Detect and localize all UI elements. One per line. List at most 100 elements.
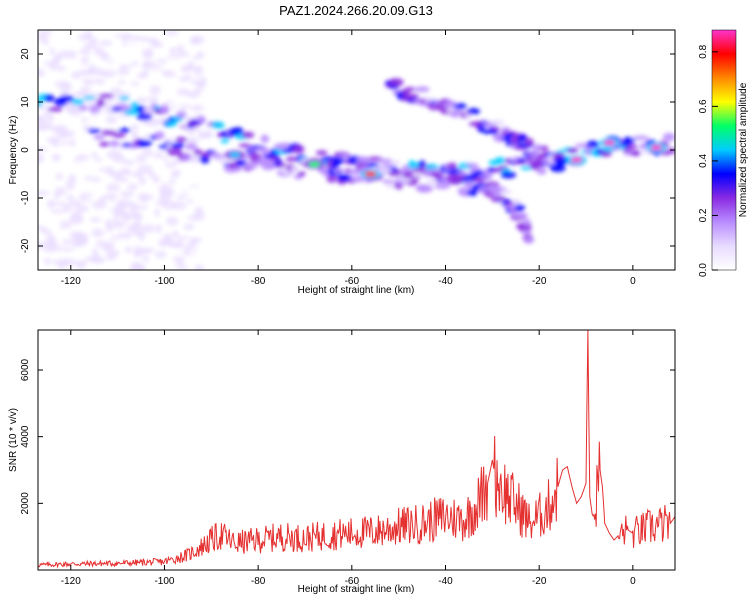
x-tick-label: -80 — [251, 276, 266, 287]
heatmap-ridge-cell — [472, 177, 485, 183]
x-tick-label: -60 — [345, 276, 360, 287]
heatmap-cell — [38, 68, 46, 78]
heatmap-cell — [55, 65, 66, 72]
heatmap-cell — [38, 142, 44, 148]
heatmap-peak — [603, 140, 616, 146]
heatmap-cell — [179, 216, 188, 227]
heatmap-cell — [76, 154, 89, 162]
heatmap-cell — [55, 128, 69, 139]
heatmap-ridge-cell — [634, 135, 650, 140]
heatmap-cell — [91, 228, 105, 238]
heatmap-cell — [194, 264, 205, 270]
heatmap-cell — [72, 61, 79, 71]
heatmap-cell — [155, 224, 163, 234]
heatmap-cell — [131, 60, 139, 67]
heatmap-ridge-cell — [199, 155, 210, 164]
heatmap-cell — [134, 170, 145, 180]
heatmap-cell — [158, 185, 174, 195]
heatmap-cell — [82, 78, 95, 86]
heatmap-ridge-cell — [627, 144, 638, 149]
heatmap-cell — [99, 65, 116, 72]
heatmap-cell — [137, 264, 146, 270]
y-tick-label: 6000 — [20, 358, 31, 381]
heatmap-cell — [104, 209, 114, 215]
heatmap-ridge-cell — [67, 106, 78, 113]
heatmap-ridge-cell — [554, 157, 568, 166]
heatmap-ridge-cell — [82, 95, 96, 100]
heatmap-cell — [66, 194, 75, 201]
heatmap-ridge-cell — [662, 132, 675, 142]
heatmap-ridge-cell — [489, 119, 505, 126]
heatmap-peak — [364, 171, 377, 177]
heatmap-cell — [95, 240, 107, 248]
snr-series-line — [38, 330, 675, 569]
heatmap-cell — [107, 249, 120, 257]
heatmap-cell — [169, 47, 177, 55]
heatmap-cell — [120, 262, 130, 270]
heatmap-cell — [47, 238, 58, 247]
heatmap-ridge-cell — [118, 95, 130, 101]
heatmap-ridge-cell — [136, 112, 153, 121]
heatmap-cell — [159, 213, 167, 219]
heatmap-cell — [84, 175, 95, 181]
heatmap-cell — [139, 36, 150, 42]
heatmap-cell — [143, 151, 154, 157]
heatmap-cell — [165, 216, 179, 226]
heatmap-ridge-cell — [519, 229, 533, 234]
heatmap-cell — [99, 51, 107, 60]
heatmap-ridge-cell — [98, 141, 110, 147]
x-tick-label: -20 — [532, 576, 547, 587]
heatmap-ridge-cell — [667, 147, 675, 154]
heatmap-cell — [46, 115, 55, 122]
x-tick-label: -100 — [154, 576, 174, 587]
heatmap-cell — [61, 238, 73, 246]
heatmap-cell — [136, 72, 148, 79]
heatmap-cell — [170, 36, 178, 44]
heatmap-ridge-cell — [292, 144, 305, 154]
y-tick-label: -10 — [20, 190, 31, 205]
heatmap-cell — [120, 190, 135, 198]
heatmap-cell — [71, 71, 79, 77]
heatmap-cell — [80, 117, 89, 123]
heatmap-cell — [187, 215, 199, 221]
heatmap-ridge-cell — [175, 136, 188, 143]
heatmap-cell — [175, 264, 189, 270]
heatmap-cell — [178, 187, 186, 198]
heatmap-cell — [122, 159, 136, 166]
heatmap-ridge-cell — [176, 111, 187, 118]
heatmap-ridge-cell — [154, 131, 165, 140]
colorbar-gradient — [711, 29, 737, 271]
heatmap-peak — [650, 145, 663, 151]
heatmap-cell — [190, 104, 204, 112]
heatmap-cell — [154, 67, 162, 77]
heatmap-cell — [181, 67, 189, 73]
heatmap-cell — [156, 235, 166, 240]
heatmap-ridge-cell — [326, 175, 337, 183]
heatmap-cell — [177, 236, 190, 241]
colorbar-label: Normalized spectral amplitude — [738, 82, 749, 217]
heatmap-cell — [58, 50, 74, 59]
heatmap-cell — [121, 177, 129, 183]
heatmap-cell — [79, 86, 92, 96]
heatmap-ridge-cell — [98, 93, 114, 99]
heatmap-cell — [150, 41, 164, 48]
heatmap-ridge-cell — [44, 94, 55, 102]
heatmap-cell — [59, 90, 70, 97]
heatmap-ridge-cell — [522, 219, 532, 227]
heatmap-cell — [139, 196, 148, 203]
heatmap-ridge-cell — [101, 129, 118, 136]
heatmap-cell — [38, 154, 45, 164]
heatmap-cell — [104, 199, 119, 206]
x-tick-label: 0 — [630, 576, 636, 587]
heatmap-ridge-cell — [275, 163, 288, 168]
heatmap-cell — [147, 95, 158, 104]
heatmap-ridge-cell — [406, 93, 420, 99]
figure-title: PAZ1.2024.266.20.09.G13 — [279, 3, 433, 18]
heatmap-cell — [194, 65, 204, 74]
heatmap-cell — [88, 64, 96, 72]
heatmap-cell — [83, 222, 95, 228]
heatmap-cell — [190, 80, 206, 86]
heatmap-ridge-cell — [260, 134, 270, 144]
heatmap-cell — [130, 81, 140, 87]
heatmap-cell — [61, 140, 69, 146]
